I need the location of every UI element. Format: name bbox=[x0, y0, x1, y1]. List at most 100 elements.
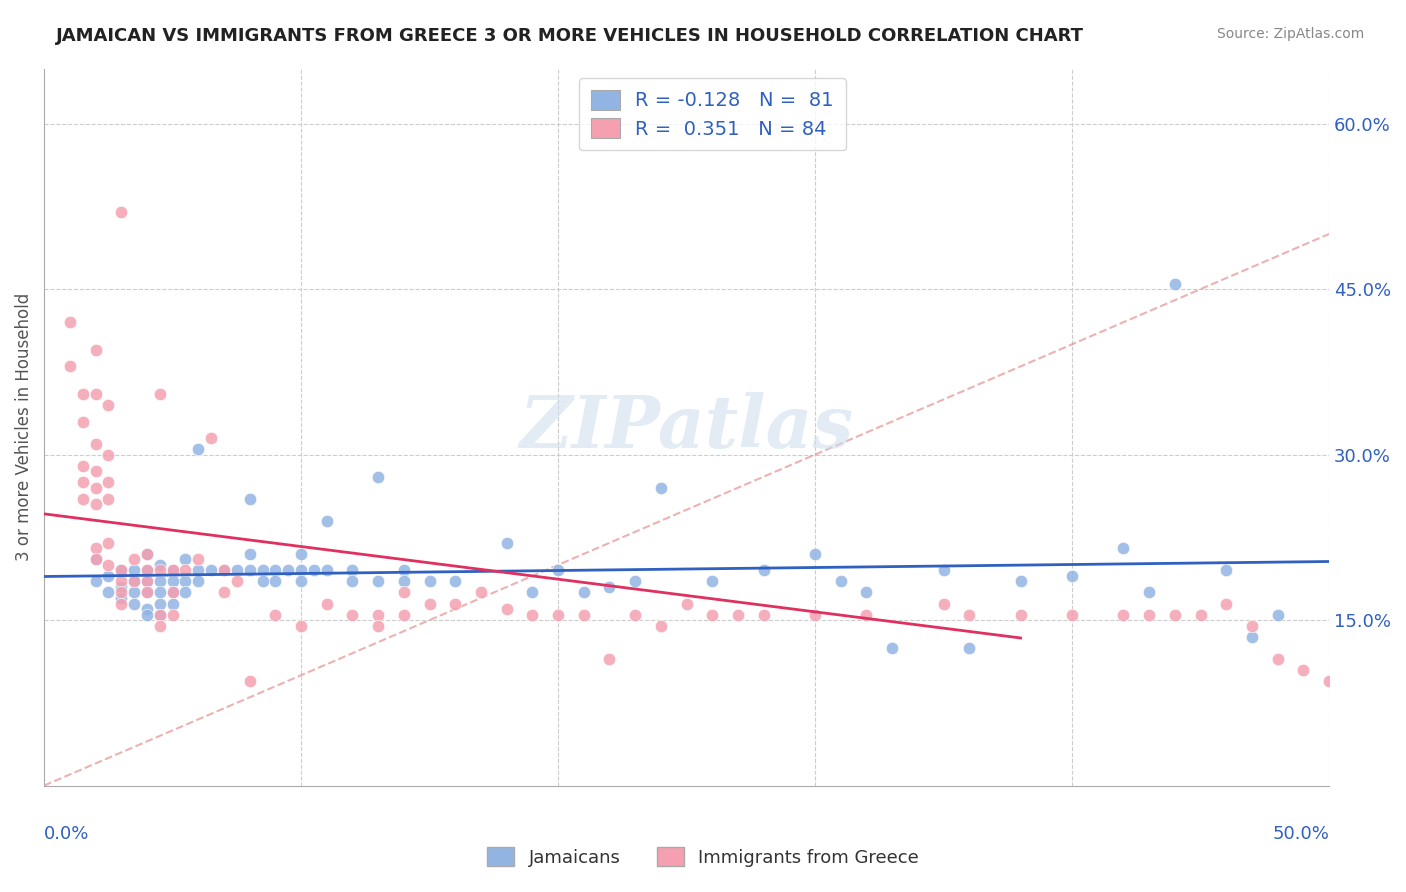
Point bbox=[84, 436, 107, 450]
Point bbox=[135, 547, 157, 561]
Point bbox=[122, 574, 145, 589]
Point bbox=[1267, 607, 1289, 622]
Point bbox=[1215, 597, 1237, 611]
Point bbox=[882, 640, 904, 655]
Point bbox=[97, 569, 120, 583]
Point bbox=[212, 564, 235, 578]
Point bbox=[367, 469, 389, 483]
Point bbox=[84, 497, 107, 511]
Point bbox=[302, 564, 325, 578]
Point bbox=[97, 585, 120, 599]
Point bbox=[59, 359, 82, 374]
Point bbox=[650, 618, 672, 632]
Point bbox=[804, 607, 827, 622]
Point bbox=[1267, 651, 1289, 665]
Point bbox=[135, 564, 157, 578]
Point bbox=[174, 564, 197, 578]
Point bbox=[162, 585, 184, 599]
Point bbox=[572, 585, 595, 599]
Point bbox=[187, 564, 209, 578]
Point bbox=[97, 475, 120, 490]
Y-axis label: 3 or more Vehicles in Household: 3 or more Vehicles in Household bbox=[15, 293, 32, 561]
Point bbox=[367, 574, 389, 589]
Point bbox=[752, 564, 775, 578]
Point bbox=[149, 558, 172, 572]
Point bbox=[252, 564, 274, 578]
Point bbox=[110, 597, 132, 611]
Point bbox=[239, 491, 262, 506]
Point bbox=[598, 651, 620, 665]
Point bbox=[342, 607, 364, 622]
Point bbox=[162, 564, 184, 578]
Point bbox=[572, 607, 595, 622]
Point bbox=[149, 607, 172, 622]
Point bbox=[149, 564, 172, 578]
Legend: R = -0.128   N =  81, R =  0.351   N = 84: R = -0.128 N = 81, R = 0.351 N = 84 bbox=[579, 78, 845, 151]
Point bbox=[149, 387, 172, 401]
Point bbox=[162, 597, 184, 611]
Point bbox=[1112, 607, 1135, 622]
Point bbox=[135, 547, 157, 561]
Point bbox=[392, 574, 415, 589]
Point bbox=[675, 597, 697, 611]
Point bbox=[932, 564, 955, 578]
Point bbox=[149, 607, 172, 622]
Point bbox=[135, 574, 157, 589]
Point bbox=[72, 475, 94, 490]
Point bbox=[84, 464, 107, 478]
Point bbox=[72, 387, 94, 401]
Text: JAMAICAN VS IMMIGRANTS FROM GREECE 3 OR MORE VEHICLES IN HOUSEHOLD CORRELATION C: JAMAICAN VS IMMIGRANTS FROM GREECE 3 OR … bbox=[56, 27, 1084, 45]
Point bbox=[650, 481, 672, 495]
Point bbox=[135, 602, 157, 616]
Point bbox=[392, 607, 415, 622]
Point bbox=[855, 607, 877, 622]
Point bbox=[110, 574, 132, 589]
Point bbox=[212, 564, 235, 578]
Point bbox=[444, 574, 467, 589]
Point bbox=[855, 585, 877, 599]
Point bbox=[84, 574, 107, 589]
Point bbox=[522, 607, 544, 622]
Point bbox=[1060, 607, 1083, 622]
Point bbox=[135, 607, 157, 622]
Point bbox=[624, 607, 647, 622]
Point bbox=[264, 574, 287, 589]
Point bbox=[212, 585, 235, 599]
Point bbox=[110, 580, 132, 594]
Point bbox=[225, 564, 247, 578]
Point bbox=[110, 564, 132, 578]
Point bbox=[162, 564, 184, 578]
Point bbox=[522, 585, 544, 599]
Legend: Jamaicans, Immigrants from Greece: Jamaicans, Immigrants from Greece bbox=[479, 840, 927, 874]
Point bbox=[122, 574, 145, 589]
Text: 0.0%: 0.0% bbox=[44, 825, 90, 843]
Point bbox=[752, 607, 775, 622]
Point bbox=[174, 574, 197, 589]
Point bbox=[1240, 618, 1263, 632]
Point bbox=[342, 564, 364, 578]
Point bbox=[162, 574, 184, 589]
Point bbox=[624, 574, 647, 589]
Point bbox=[957, 607, 980, 622]
Point bbox=[315, 514, 337, 528]
Point bbox=[122, 597, 145, 611]
Point bbox=[72, 491, 94, 506]
Point bbox=[135, 564, 157, 578]
Point bbox=[727, 607, 749, 622]
Point bbox=[1164, 277, 1187, 291]
Point bbox=[225, 574, 247, 589]
Point bbox=[1240, 630, 1263, 644]
Point bbox=[315, 597, 337, 611]
Point bbox=[830, 574, 852, 589]
Point bbox=[367, 607, 389, 622]
Text: 50.0%: 50.0% bbox=[1272, 825, 1329, 843]
Point bbox=[1112, 541, 1135, 556]
Point bbox=[290, 547, 312, 561]
Point bbox=[290, 618, 312, 632]
Point bbox=[419, 574, 441, 589]
Point bbox=[495, 602, 517, 616]
Point bbox=[135, 585, 157, 599]
Point bbox=[239, 673, 262, 688]
Point bbox=[804, 547, 827, 561]
Point bbox=[547, 607, 569, 622]
